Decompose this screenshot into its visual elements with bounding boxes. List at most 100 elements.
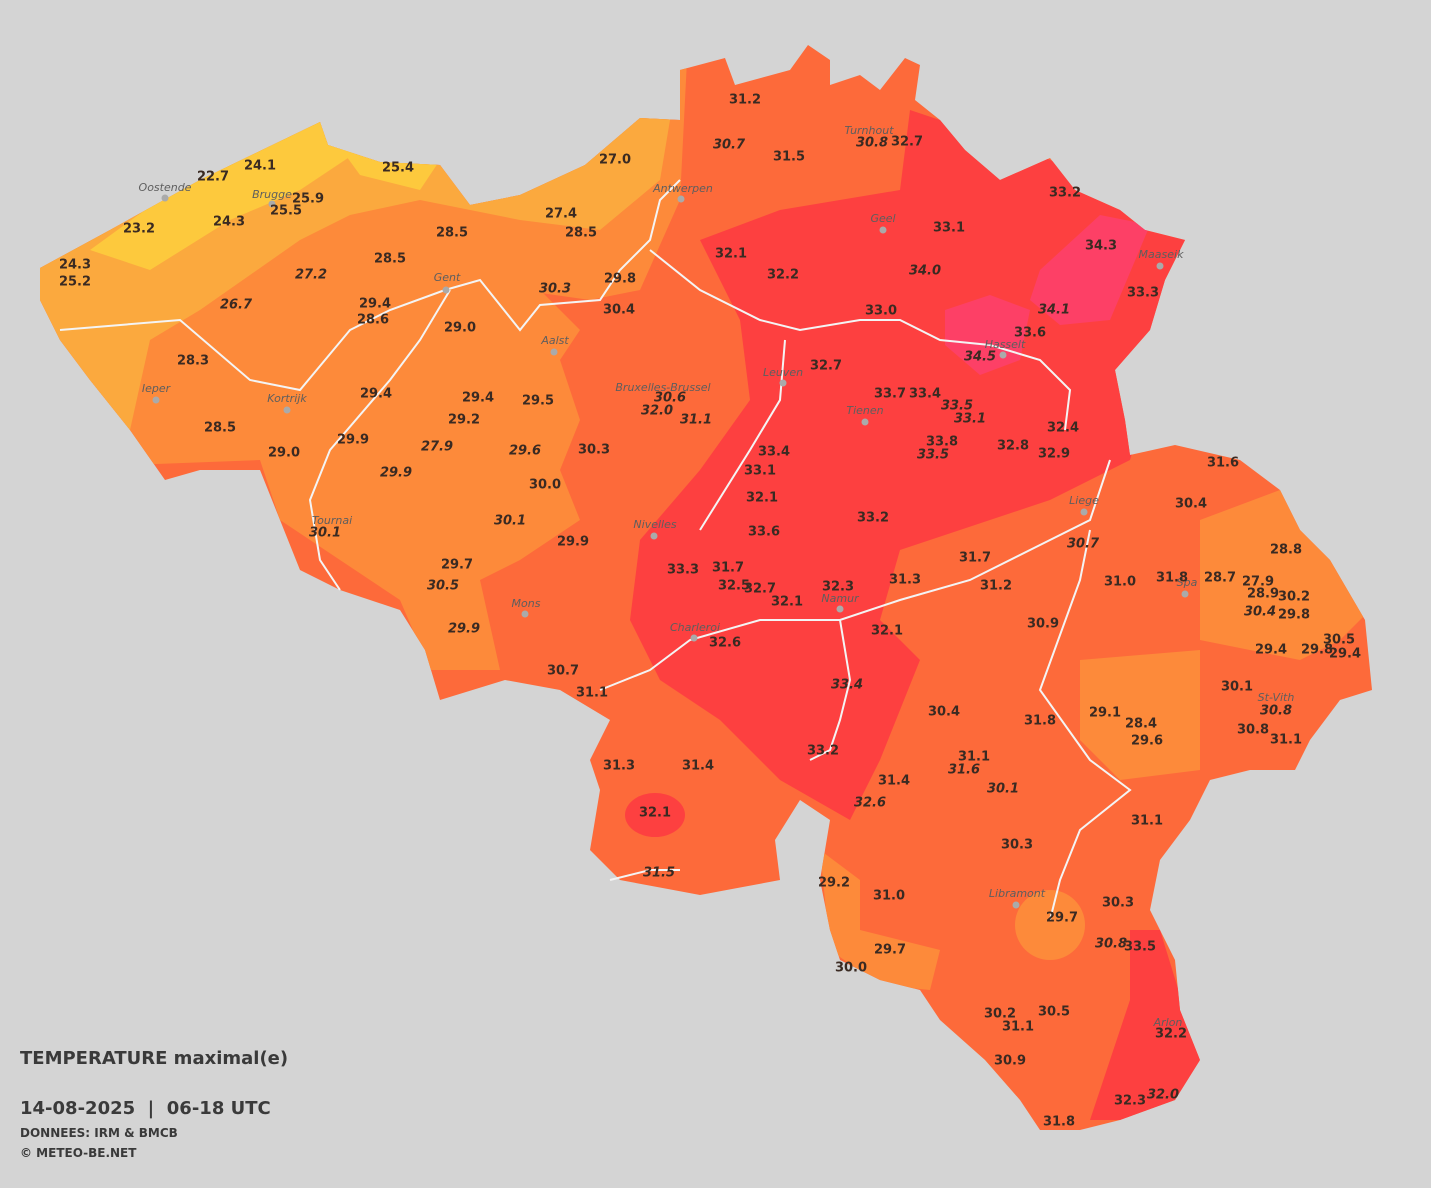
city-dot [1012, 901, 1020, 909]
city-dot [690, 634, 698, 642]
zone-29-hautes-fagnes [1200, 490, 1372, 660]
city-dot [161, 194, 169, 202]
temperature: 31.0 [873, 889, 905, 904]
temperature: 29.8 [604, 272, 636, 287]
temperature: 31.1 [576, 686, 608, 701]
river [809, 619, 852, 761]
city-label: St-Vith [1258, 691, 1295, 704]
temperature: 28.6 [357, 313, 389, 328]
temperature: 29.1 [1089, 706, 1121, 721]
temperature: 31.8 [1156, 571, 1188, 586]
temperature: 28.8 [1270, 543, 1302, 558]
city-label: Tienen [846, 404, 883, 417]
temperature: 27.0 [599, 153, 631, 168]
temperature: 32.3 [1114, 1094, 1146, 1109]
source: DONNEES: IRM & BMCB [20, 1126, 178, 1140]
temperature: 30.9 [994, 1054, 1026, 1069]
temperature: 25.2 [59, 275, 91, 290]
temperature: 24.1 [244, 159, 276, 174]
river [308, 289, 451, 591]
temperature: 31.3 [603, 759, 635, 774]
temperature: 32.1 [746, 491, 778, 506]
temperature: 24.3 [59, 258, 91, 273]
temperature: 30.5 [1038, 1005, 1070, 1020]
city-dot [1156, 262, 1164, 270]
temperature: 32.6 [709, 636, 741, 651]
temperature: 30.4 [1175, 497, 1207, 512]
temperature: 31.3 [889, 573, 921, 588]
temperature: 25.9 [292, 192, 324, 207]
temperature: 32.2 [1155, 1027, 1187, 1042]
temperature-secondary: 29.9 [448, 622, 480, 637]
temperature-secondary: 30.3 [539, 282, 571, 297]
temperature: 32.1 [715, 247, 747, 262]
canal [649, 249, 1072, 431]
title: TEMPERATURE maximal(e) [20, 1048, 289, 1069]
city-label: Bruxelles-Brussel [615, 381, 710, 394]
temperature: 33.1 [744, 464, 776, 479]
city-dot [836, 605, 844, 613]
city-label: Turnhout [844, 124, 894, 137]
temperature: 33.6 [748, 525, 780, 540]
city-label: Ieper [142, 382, 172, 395]
city-dot [550, 348, 558, 356]
copyright: © METEO-BE.NET [20, 1146, 137, 1160]
rivers-canals [59, 179, 1132, 921]
cities: Oostende Brugge Antwerpen Turnhout Geel Maase… [139, 124, 1295, 1029]
temperature-secondary: 33.5 [917, 448, 949, 463]
temperature-secondary: 30.1 [494, 514, 526, 529]
city-label: Liege [1069, 494, 1099, 507]
temperature: 31.1 [1002, 1020, 1034, 1035]
zone-29-libramont [1015, 890, 1085, 960]
temperature: 29.7 [1046, 911, 1078, 926]
river [609, 869, 680, 881]
zone-29-east [1080, 650, 1200, 780]
temperature: 30.5 [1323, 633, 1355, 648]
temperature: 31.2 [980, 579, 1012, 594]
temperature-secondary: 34.5 [964, 350, 996, 365]
temperature-secondary: 32.6 [854, 796, 886, 811]
city-label: Spa [1177, 576, 1198, 589]
temperature: 31.7 [712, 561, 744, 576]
city-label: Gent [434, 271, 461, 284]
zone-33-south [1090, 930, 1200, 1120]
temperature: 29.4 [1329, 647, 1361, 662]
temperature: 30.1 [1221, 680, 1253, 695]
temperature-secondary: 30.7 [713, 138, 746, 153]
temperature: 32.1 [871, 624, 903, 639]
city-dot [779, 379, 787, 387]
city-label: Oostende [139, 181, 192, 194]
city-label: Libramont [989, 887, 1046, 900]
temperature: 33.6 [1014, 326, 1046, 341]
temperature: 22.7 [197, 170, 229, 185]
city-dot [879, 226, 887, 234]
city-label: Brugge [252, 188, 292, 201]
temperature: 30.0 [529, 478, 561, 493]
city-dot [650, 532, 658, 540]
canal [59, 179, 681, 392]
temperature: 28.5 [374, 252, 406, 267]
zone-34-north [1030, 215, 1150, 325]
temperature-secondary: 31.6 [948, 763, 980, 778]
temperature: 30.4 [928, 705, 960, 720]
zone-23 [90, 110, 360, 270]
temperature-secondary: 30.8 [1260, 704, 1292, 719]
temperature-secondary: 31.5 [643, 866, 675, 881]
temperature-secondary: 33.1 [954, 412, 986, 427]
temperature: 30.2 [1278, 590, 1310, 605]
temperature: 27.4 [545, 207, 577, 222]
temperature: 32.7 [744, 582, 776, 597]
river [1038, 529, 1132, 921]
temperature: 32.4 [1047, 421, 1079, 436]
temperature: 29.2 [818, 876, 850, 891]
temperature: 32.8 [997, 439, 1029, 454]
city-label: Aalst [540, 334, 569, 347]
zone-32-west [625, 793, 685, 837]
city-dot [677, 195, 685, 203]
city-label: Tournai [312, 514, 352, 527]
temperature: 30.0 [835, 961, 867, 976]
temperature: 27.9 [1242, 575, 1274, 590]
temperature: 33.4 [909, 387, 941, 402]
city-dot [152, 396, 160, 404]
city-label: Antwerpen [652, 182, 713, 195]
